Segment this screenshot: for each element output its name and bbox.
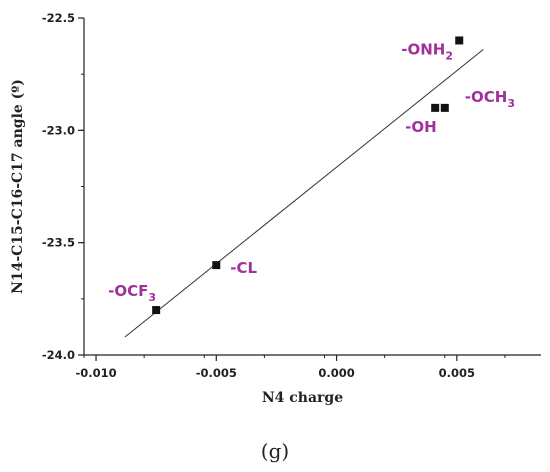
- x-tick-label: 0.005: [439, 366, 475, 380]
- data-point: [455, 36, 464, 45]
- point-labels: -OCF3 -CL -OH -OCH3 -ONH2: [108, 40, 515, 304]
- data-points: [152, 36, 464, 315]
- x-tick-label: 0.000: [318, 366, 354, 380]
- data-point: [431, 103, 440, 112]
- point-label: -OH: [405, 118, 437, 136]
- y-axis-title: N14-C15-C16-C17 angle (º): [10, 79, 26, 294]
- y-tick-label: -24.0: [42, 348, 75, 362]
- point-label: -CL: [230, 259, 257, 277]
- panel-label: (g): [261, 439, 289, 463]
- data-point: [440, 103, 449, 112]
- point-label: -OCH3: [465, 88, 515, 110]
- data-point: [212, 261, 221, 270]
- axes: -0.010 -0.005 0.000 0.005 -24.0 -23.5 -23.0 -22…: [42, 11, 541, 380]
- x-tick-label: -0.005: [196, 366, 237, 380]
- y-tick-label: -23.0: [42, 123, 75, 137]
- x-axis-title: N4 charge: [262, 390, 343, 406]
- fit-line: [124, 49, 484, 338]
- point-label: -ONH2: [401, 40, 453, 62]
- y-tick-label: -23.5: [42, 236, 75, 250]
- point-label: -OCF3: [108, 282, 156, 304]
- data-point: [152, 306, 161, 315]
- fit-line-group: [124, 49, 484, 338]
- x-tick-label: -0.010: [75, 366, 116, 380]
- y-tick-label: -22.5: [42, 11, 75, 25]
